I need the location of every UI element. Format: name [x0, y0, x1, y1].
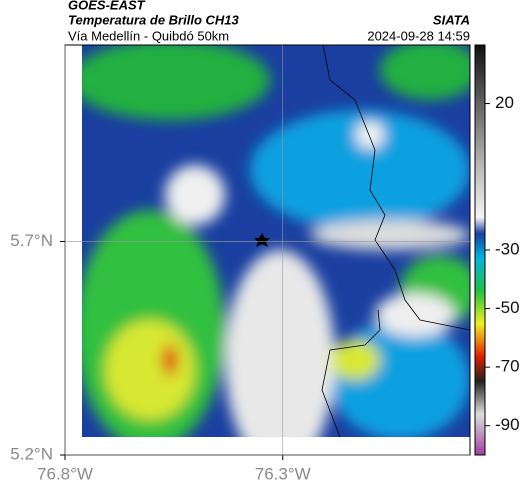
colorbar [474, 44, 486, 456]
timestamp: 2024-09-28 14:59 [367, 28, 470, 43]
x-tick-label: 76.8°W [37, 464, 93, 483]
source: SIATA [433, 12, 470, 27]
map-axes: 76.8°W 76.3°W 5.2°N 5.7°N [10, 45, 470, 483]
y-tick-label: 5.2°N [10, 444, 53, 463]
colorbar-tick-label: 20 [495, 93, 514, 112]
colorbar-tick-label: -30 [495, 239, 520, 258]
colorbar-axis: 20 -30 -50 -70 -90 [485, 93, 520, 434]
colorbar-tick-label: -90 [495, 415, 520, 434]
y-tick-label: 5.7°N [10, 231, 53, 250]
satellite-image [82, 45, 470, 437]
x-tick-label: 76.3°W [255, 464, 311, 483]
subtitle: Temperatura de Brillo CH13 [68, 12, 240, 27]
title: GOES-EAST [68, 0, 146, 12]
region: Vía Medellín - Quibdó 50km [68, 28, 229, 43]
colorbar-tick-label: -50 [495, 298, 520, 317]
colorbar-tick-label: -70 [495, 357, 520, 376]
